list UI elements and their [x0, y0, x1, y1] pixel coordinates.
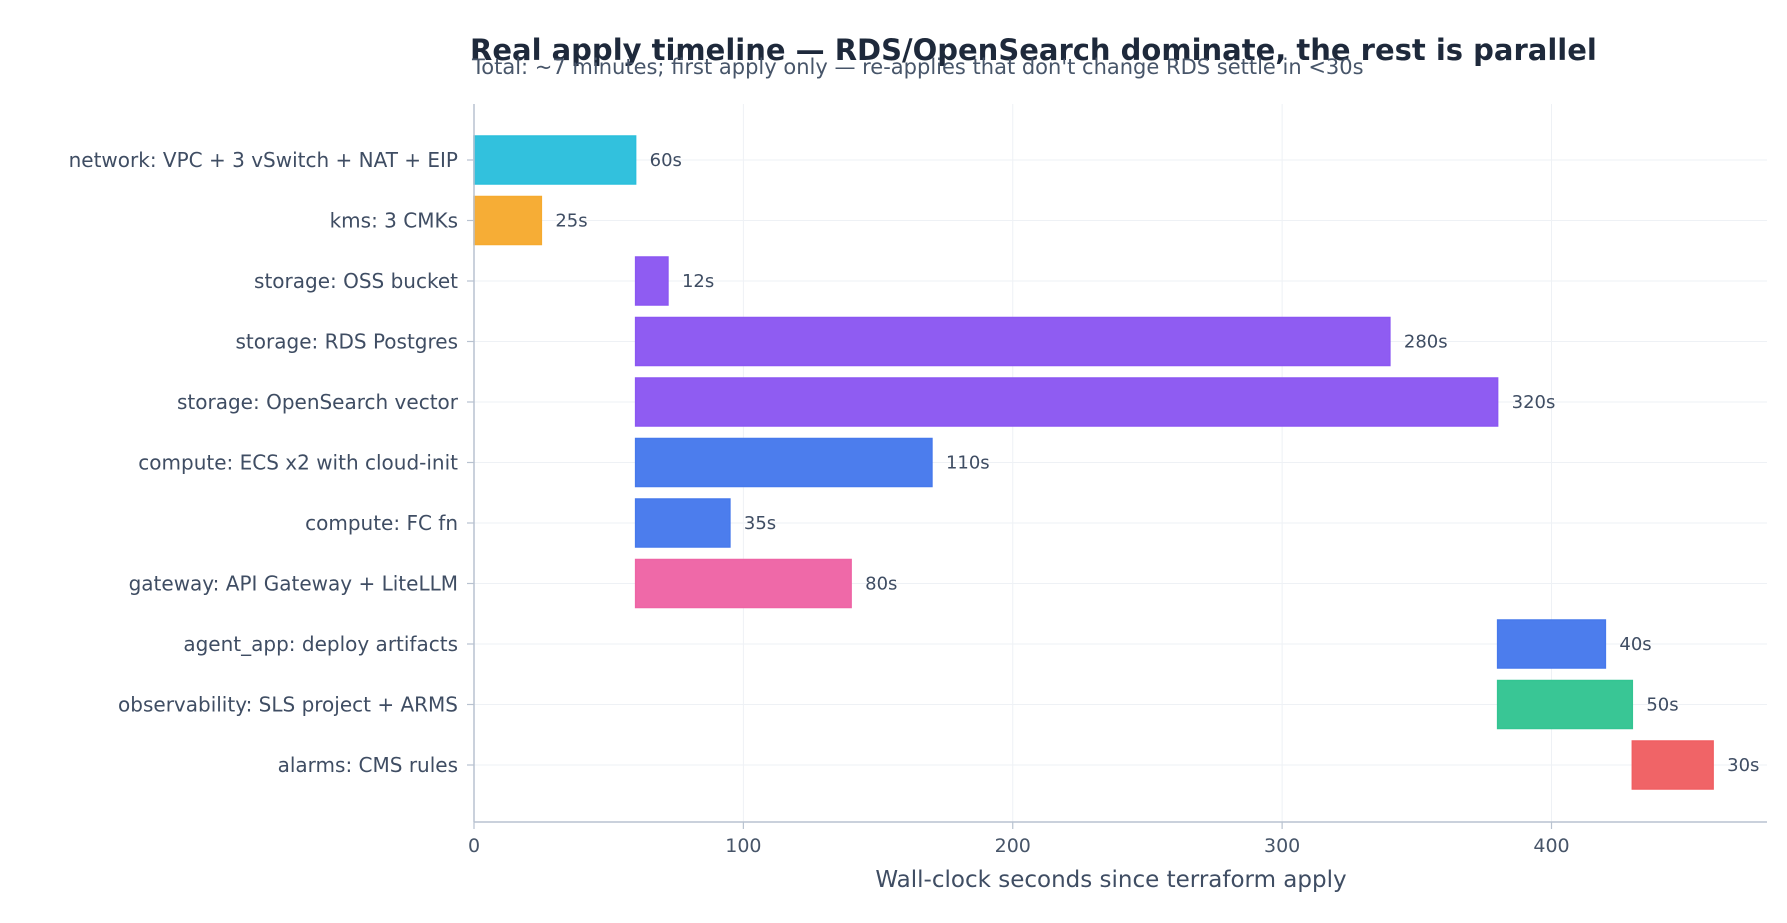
- bar: [473, 135, 637, 185]
- y-tick-label: storage: OpenSearch vector: [177, 390, 459, 414]
- bar-value-label: 110s: [946, 453, 990, 474]
- bar: [1496, 679, 1634, 730]
- bar-value-label: 50s: [1646, 695, 1678, 716]
- x-tick-label: 100: [725, 835, 761, 857]
- y-tick-label: compute: FC fn: [305, 511, 458, 535]
- chart-subtitle: Total: ~7 minutes; first apply only — re…: [472, 55, 1364, 79]
- x-tick-label: 200: [995, 835, 1031, 857]
- bar: [634, 377, 1499, 427]
- bar: [634, 256, 669, 306]
- y-tick-label: kms: 3 CMKs: [330, 209, 458, 233]
- bar: [1631, 740, 1714, 790]
- bars: 60s 25s 12s 280s 320s 110s 35s 80s 40s 50s 30s: [473, 135, 1759, 790]
- bar-value-label: 12s: [682, 271, 714, 292]
- bar-value-label: 25s: [555, 211, 587, 232]
- y-tick-label: compute: ECS x2 with cloud-init: [138, 451, 458, 475]
- x-tick-label: 300: [1264, 835, 1300, 857]
- y-tick-label: alarms: CMS rules: [278, 753, 458, 777]
- bar: [1496, 619, 1607, 669]
- bar-value-label: 40s: [1619, 634, 1651, 655]
- y-tick-label: storage: OSS bucket: [254, 269, 458, 293]
- y-tick-label: storage: RDS Postgres: [236, 330, 458, 354]
- y-tick-label: network: VPC + 3 vSwitch + NAT + EIP: [69, 148, 458, 172]
- bar: [634, 558, 852, 609]
- bar-value-label: 80s: [865, 574, 897, 595]
- bar: [634, 316, 1391, 367]
- bar: [634, 498, 731, 548]
- y-tick-label: observability: SLS project + ARMS: [118, 693, 458, 717]
- x-axis-title: Wall-clock seconds since terraform apply: [875, 867, 1346, 893]
- y-tick-label: agent_app: deploy artifacts: [183, 632, 458, 656]
- bar-value-label: 320s: [1512, 392, 1556, 413]
- bar-value-label: 60s: [650, 150, 682, 171]
- axes: network: VPC + 3 vSwitch + NAT + EIP kms:…: [69, 104, 1767, 857]
- x-tick-label: 400: [1533, 835, 1569, 857]
- bar-value-label: 280s: [1404, 332, 1448, 353]
- bar-value-label: 35s: [744, 513, 776, 534]
- bar-value-label: 30s: [1727, 755, 1759, 776]
- y-tick-label: gateway: API Gateway + LiteLLM: [129, 572, 458, 596]
- chart-title: Real apply timeline — RDS/OpenSearch dom…: [470, 33, 1597, 67]
- bar: [634, 437, 933, 488]
- bar: [473, 195, 543, 246]
- x-tick-label: 0: [468, 835, 480, 857]
